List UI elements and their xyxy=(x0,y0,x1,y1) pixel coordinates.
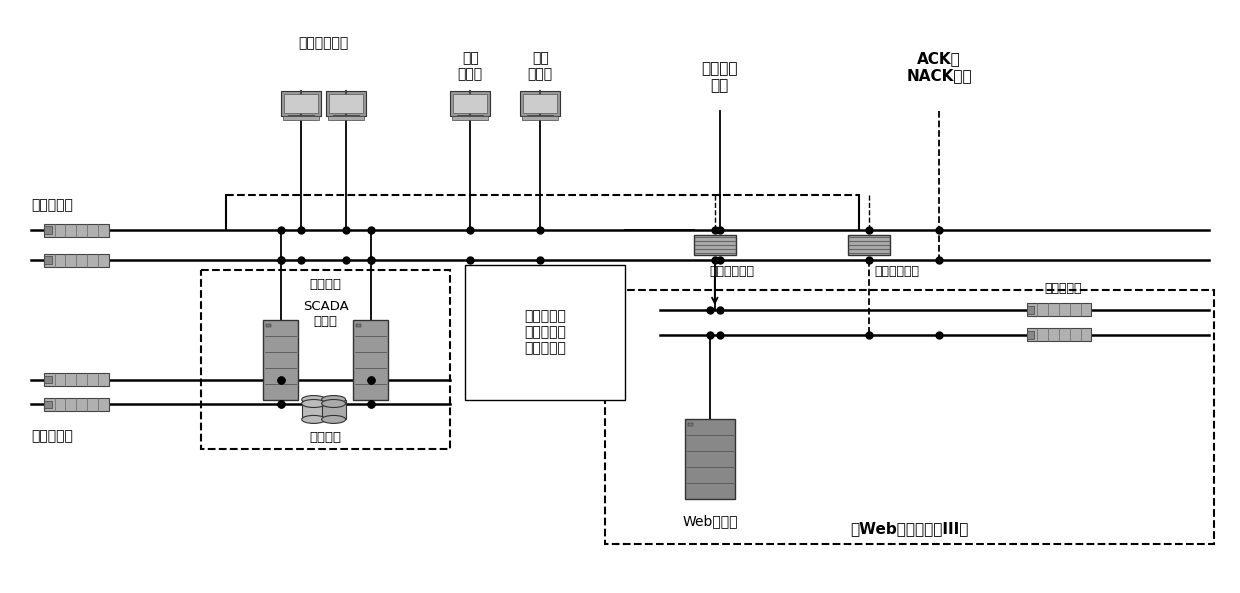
Text: 三区数据
订阅: 三区数据 订阅 xyxy=(702,61,738,94)
Bar xyxy=(43,256,52,264)
Bar xyxy=(327,116,363,120)
Ellipse shape xyxy=(301,396,326,403)
Bar xyxy=(326,91,366,116)
Ellipse shape xyxy=(321,396,346,403)
Bar xyxy=(43,254,109,267)
Text: （Web信息发布）III区: （Web信息发布）III区 xyxy=(851,521,968,536)
Bar xyxy=(321,400,346,419)
Text: Web服务器: Web服务器 xyxy=(682,514,738,528)
Ellipse shape xyxy=(321,416,346,423)
Text: 前置交换机: 前置交换机 xyxy=(31,429,73,444)
Bar xyxy=(284,94,317,113)
Bar xyxy=(301,400,326,419)
Text: 调度交换机: 调度交换机 xyxy=(31,199,73,212)
Bar xyxy=(43,401,52,409)
Text: 维护
工作站: 维护 工作站 xyxy=(458,51,482,81)
Bar xyxy=(263,320,299,400)
Bar xyxy=(280,91,321,116)
Bar xyxy=(356,324,361,327)
Bar xyxy=(267,324,272,327)
Text: 三区交换机: 三区交换机 xyxy=(1044,282,1081,295)
FancyBboxPatch shape xyxy=(465,265,625,400)
Text: SCADA
服务器: SCADA 服务器 xyxy=(303,300,348,328)
Bar xyxy=(329,94,362,113)
Bar xyxy=(688,423,693,426)
Ellipse shape xyxy=(301,416,326,423)
Bar xyxy=(454,94,487,113)
Bar xyxy=(1027,329,1091,342)
Text: 反向物理隔离: 反向物理隔离 xyxy=(874,265,919,278)
Bar xyxy=(453,116,489,120)
Bar xyxy=(521,91,560,116)
Text: 数据采集: 数据采集 xyxy=(310,278,342,291)
Text: 调度员工作站: 调度员工作站 xyxy=(298,36,348,50)
Bar xyxy=(43,373,109,386)
Bar xyxy=(43,398,109,411)
Text: ACK、
NACK报文: ACK、 NACK报文 xyxy=(906,51,972,84)
Bar xyxy=(1027,306,1034,314)
Text: 正向物理隔离: 正向物理隔离 xyxy=(709,265,755,278)
Bar xyxy=(43,224,109,237)
Bar xyxy=(353,320,388,400)
Bar xyxy=(283,116,319,120)
Ellipse shape xyxy=(321,400,346,407)
Bar xyxy=(450,91,490,116)
Ellipse shape xyxy=(301,400,326,407)
Bar xyxy=(43,227,52,234)
Text: 五防
工作站: 五防 工作站 xyxy=(527,51,553,81)
Bar xyxy=(694,235,735,255)
Bar xyxy=(522,116,558,120)
Text: 一区根据数
据订阅同步
数据到三区: 一区根据数 据订阅同步 数据到三区 xyxy=(525,309,567,356)
Text: 磁盘阵列: 磁盘阵列 xyxy=(310,431,342,444)
Bar xyxy=(848,235,890,255)
Bar xyxy=(1027,304,1091,317)
Bar xyxy=(684,419,735,499)
Bar xyxy=(1027,331,1034,339)
Bar xyxy=(43,376,52,384)
Bar xyxy=(523,94,557,113)
